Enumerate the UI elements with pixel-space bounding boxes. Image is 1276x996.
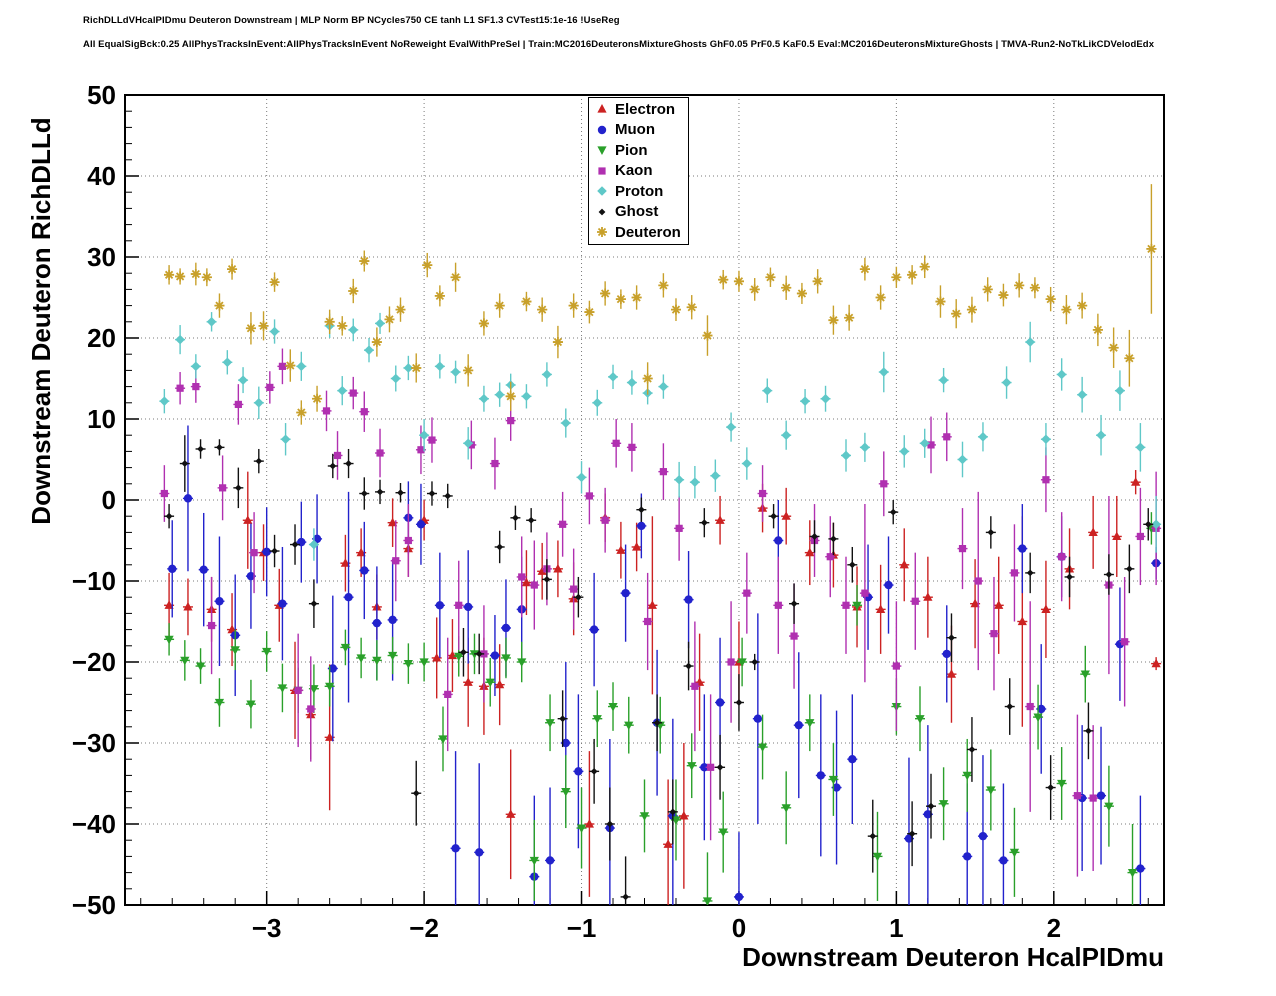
legend-label-muon: Muon	[615, 121, 655, 139]
y-tick-label: 20	[87, 323, 116, 353]
x-tick-label: −1	[567, 913, 597, 943]
legend-item-kaon: Kaon	[589, 161, 688, 182]
x-tick-label: 1	[889, 913, 903, 943]
series-muon	[167, 425, 1162, 905]
kaon-marker-icon	[598, 167, 606, 175]
legend-item-electron: Electron	[589, 99, 688, 120]
deuteron-marker-icon	[597, 227, 607, 238]
series-deuteron	[164, 184, 1157, 425]
series-ghost	[164, 435, 1154, 905]
y-tick-label: 40	[87, 161, 116, 191]
x-tick-label: 0	[732, 913, 746, 943]
y-tick-label: −10	[72, 566, 116, 596]
ghost-marker-icon	[598, 208, 606, 216]
major-ticks	[125, 94, 1055, 906]
legend-label-kaon: Kaon	[615, 162, 653, 180]
plot-title-line-2: All EqualSigBck:0.25 AllPhysTracksInEven…	[83, 39, 1155, 50]
x-tick-labels: −3 −2 −1 0 1 2	[252, 913, 1061, 943]
y-tick-label: 10	[87, 404, 116, 434]
y-tick-label: 30	[87, 242, 116, 272]
series-proton	[159, 312, 1162, 561]
y-tick-label: −50	[72, 890, 116, 920]
series-pion	[164, 512, 1157, 905]
legend-box: Electron Muon Pion Kaon Proton Ghost Deu…	[588, 97, 689, 245]
x-axis-title: Downstream Deuteron HcalPIDmu	[742, 942, 1164, 972]
legend-label-deuteron: Deuteron	[615, 223, 681, 241]
legend-label-pion: Pion	[615, 141, 648, 159]
y-tick-labels: −50 −40 −30 −20 −10 0 10 20 30 40 50	[72, 80, 116, 920]
muon-marker-icon	[597, 125, 607, 134]
electron-marker-icon	[597, 104, 607, 113]
plot-title-line-1: RichDLLdVHcalPIDmu Deuteron Downstream |…	[83, 15, 620, 26]
y-tick-label: 50	[87, 80, 116, 110]
series-kaon	[159, 348, 1162, 877]
y-tick-label: −20	[72, 647, 116, 677]
y-tick-label: 0	[102, 485, 116, 515]
legend-item-proton: Proton	[589, 181, 688, 202]
legend-label-electron: Electron	[615, 100, 676, 118]
legend-item-ghost: Ghost	[589, 202, 688, 223]
y-tick-label: −30	[72, 728, 116, 758]
pion-marker-icon	[597, 146, 607, 156]
legend-label-ghost: Ghost	[615, 203, 659, 221]
legend-item-pion: Pion	[589, 140, 688, 161]
y-axis-title: Downstream Deuteron RichDLLd	[26, 117, 56, 525]
x-tick-label: −2	[409, 913, 439, 943]
x-tick-label: −3	[252, 913, 282, 943]
minor-ticks	[125, 110, 1149, 905]
proton-marker-icon	[597, 186, 607, 197]
legend-label-proton: Proton	[615, 182, 664, 200]
legend-item-deuteron: Deuteron	[589, 222, 688, 243]
x-tick-label: 2	[1047, 913, 1061, 943]
legend-item-muon: Muon	[589, 120, 688, 141]
y-tick-label: −40	[72, 809, 116, 839]
